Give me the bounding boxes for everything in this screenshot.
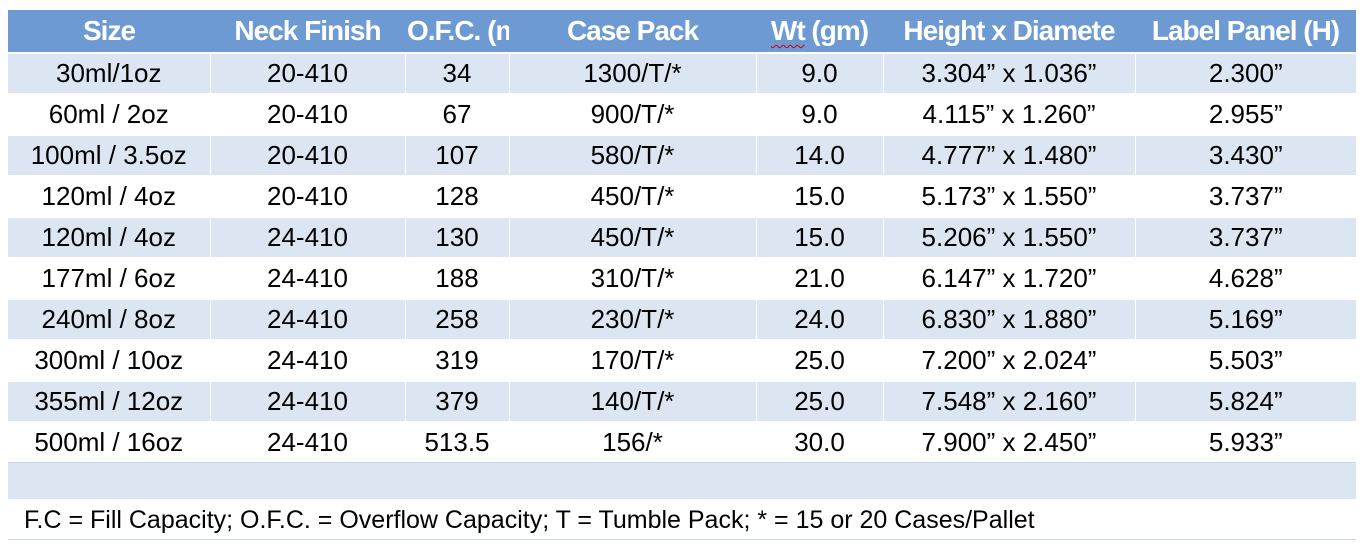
cell-neck-finish: 24-410: [209, 339, 405, 382]
cell-height-diameter: 4.115” x 1.260”: [882, 93, 1135, 136]
cell-height-diameter: 7.900” x 2.450”: [882, 421, 1135, 463]
cell-label-panel: 3.737”: [1134, 216, 1356, 259]
cell-label-panel: 2.300”: [1134, 52, 1356, 95]
cell-size: 300ml / 10oz: [8, 339, 210, 382]
cell-weight: 9.0: [755, 52, 883, 95]
cell-size: 500ml / 16oz: [8, 421, 210, 463]
table-row: 120ml / 4oz 20-410 128 450/T/* 15.0 5.173” x …: [8, 175, 1356, 218]
bottle-spec-table-container: Size Neck Finish O.F.C. (m Case Pack Wt …: [8, 10, 1356, 540]
cell-weight: 25.0: [755, 380, 883, 423]
cell-ofc: 188: [404, 257, 509, 300]
spacer-row: [8, 462, 1356, 501]
table-foot: F.C = Fill Capacity; O.F.C. = Overflow C…: [8, 462, 1356, 540]
header-label-panel: Label Panel (H): [1135, 10, 1356, 54]
cell-ofc: 319: [404, 339, 509, 382]
header-height-diameter: Height x Diamete: [883, 10, 1135, 54]
cell-weight: 24.0: [755, 298, 883, 341]
cell-height-diameter: 3.304” x 1.036”: [882, 52, 1135, 95]
table-row: 120ml / 4oz 24-410 130 450/T/* 15.0 5.206” x …: [8, 216, 1356, 259]
cell-height-diameter: 6.147” x 1.720”: [882, 257, 1135, 300]
cell-neck-finish: 20-410: [209, 52, 405, 95]
cell-neck-finish: 24-410: [209, 421, 405, 463]
table-row: 240ml / 8oz 24-410 258 230/T/* 24.0 6.830” x …: [8, 298, 1356, 341]
header-row: Size Neck Finish O.F.C. (m Case Pack Wt …: [8, 10, 1356, 54]
cell-case-pack: 170/T/*: [508, 339, 756, 382]
header-weight: Wt (gm): [756, 10, 883, 54]
cell-height-diameter: 5.173” x 1.550”: [882, 175, 1135, 218]
table-row: 500ml / 16oz 24-410 513.5 156/* 30.0 7.900” x…: [8, 421, 1356, 463]
cell-size: 30ml/1oz: [8, 52, 210, 95]
cell-ofc: 130: [404, 216, 509, 259]
cell-ofc: 379: [404, 380, 509, 423]
cell-case-pack: 156/*: [508, 421, 756, 463]
cell-size: 120ml / 4oz: [8, 175, 210, 218]
cell-size: 120ml / 4oz: [8, 216, 210, 259]
header-case-pack: Case Pack: [509, 10, 756, 54]
cell-neck-finish: 20-410: [209, 175, 405, 218]
cell-ofc: 513.5: [404, 421, 509, 463]
cell-size: 355ml / 12oz: [8, 380, 210, 423]
cell-label-panel: 3.737”: [1134, 175, 1356, 218]
footnote-row: F.C = Fill Capacity; O.F.C. = Overflow C…: [8, 499, 1356, 540]
cell-weight: 30.0: [755, 421, 883, 463]
cell-weight: 25.0: [755, 339, 883, 382]
cell-height-diameter: 7.200” x 2.024”: [882, 339, 1135, 382]
cell-ofc: 34: [404, 52, 509, 95]
table-body: 30ml/1oz 20-410 34 1300/T/* 9.0 3.304” x 1.03…: [8, 52, 1356, 463]
spacer-cell: [8, 462, 1356, 501]
header-neck-finish: Neck Finish: [210, 10, 405, 54]
cell-weight: 14.0: [755, 134, 883, 177]
cell-label-panel: 5.503”: [1134, 339, 1356, 382]
cell-ofc: 107: [404, 134, 509, 177]
cell-label-panel: 3.430”: [1134, 134, 1356, 177]
table-row: 300ml / 10oz 24-410 319 170/T/* 25.0 7.200” x…: [8, 339, 1356, 382]
cell-ofc: 128: [404, 175, 509, 218]
table-row: 177ml / 6oz 24-410 188 310/T/* 21.0 6.147” x …: [8, 257, 1356, 300]
cell-case-pack: 1300/T/*: [508, 52, 756, 95]
cell-weight: 15.0: [755, 175, 883, 218]
table-row: 100ml / 3.5oz 20-410 107 580/T/* 14.0 4.777” …: [8, 134, 1356, 177]
cell-ofc: 67: [404, 93, 509, 136]
cell-label-panel: 4.628”: [1134, 257, 1356, 300]
cell-case-pack: 580/T/*: [508, 134, 756, 177]
cell-case-pack: 230/T/*: [508, 298, 756, 341]
cell-label-panel: 5.933”: [1134, 421, 1356, 463]
cell-case-pack: 310/T/*: [508, 257, 756, 300]
cell-height-diameter: 7.548” x 2.160”: [882, 380, 1135, 423]
cell-size: 60ml / 2oz: [8, 93, 210, 136]
table-row: 30ml/1oz 20-410 34 1300/T/* 9.0 3.304” x 1.03…: [8, 52, 1356, 95]
cell-neck-finish: 20-410: [209, 93, 405, 136]
cell-weight: 21.0: [755, 257, 883, 300]
cell-ofc: 258: [404, 298, 509, 341]
cell-size: 240ml / 8oz: [8, 298, 210, 341]
header-weight-unit: (gm): [804, 15, 869, 46]
cell-height-diameter: 6.830” x 1.880”: [882, 298, 1135, 341]
cell-neck-finish: 24-410: [209, 380, 405, 423]
cell-height-diameter: 5.206” x 1.550”: [882, 216, 1135, 259]
table-row: 60ml / 2oz 20-410 67 900/T/* 9.0 4.115” x 1.2…: [8, 93, 1356, 136]
cell-label-panel: 5.169”: [1134, 298, 1356, 341]
cell-case-pack: 900/T/*: [508, 93, 756, 136]
cell-size: 177ml / 6oz: [8, 257, 210, 300]
cell-weight: 15.0: [755, 216, 883, 259]
cell-label-panel: 2.955”: [1134, 93, 1356, 136]
cell-neck-finish: 24-410: [209, 298, 405, 341]
bottle-spec-table: Size Neck Finish O.F.C. (m Case Pack Wt …: [8, 10, 1356, 540]
cell-label-panel: 5.824”: [1134, 380, 1356, 423]
cell-height-diameter: 4.777” x 1.480”: [882, 134, 1135, 177]
cell-neck-finish: 24-410: [209, 257, 405, 300]
table-header: Size Neck Finish O.F.C. (m Case Pack Wt …: [8, 10, 1356, 54]
header-weight-wt: Wt: [770, 15, 806, 46]
cell-size: 100ml / 3.5oz: [8, 134, 210, 177]
cell-weight: 9.0: [755, 93, 883, 136]
cell-case-pack: 140/T/*: [508, 380, 756, 423]
cell-neck-finish: 24-410: [209, 216, 405, 259]
cell-neck-finish: 20-410: [209, 134, 405, 177]
cell-case-pack: 450/T/*: [508, 216, 756, 259]
table-row: 355ml / 12oz 24-410 379 140/T/* 25.0 7.548” x…: [8, 380, 1356, 423]
header-ofc: O.F.C. (m: [405, 10, 509, 54]
footnote-text: F.C = Fill Capacity; O.F.C. = Overflow C…: [8, 499, 1356, 540]
cell-case-pack: 450/T/*: [508, 175, 756, 218]
header-size: Size: [8, 10, 210, 54]
